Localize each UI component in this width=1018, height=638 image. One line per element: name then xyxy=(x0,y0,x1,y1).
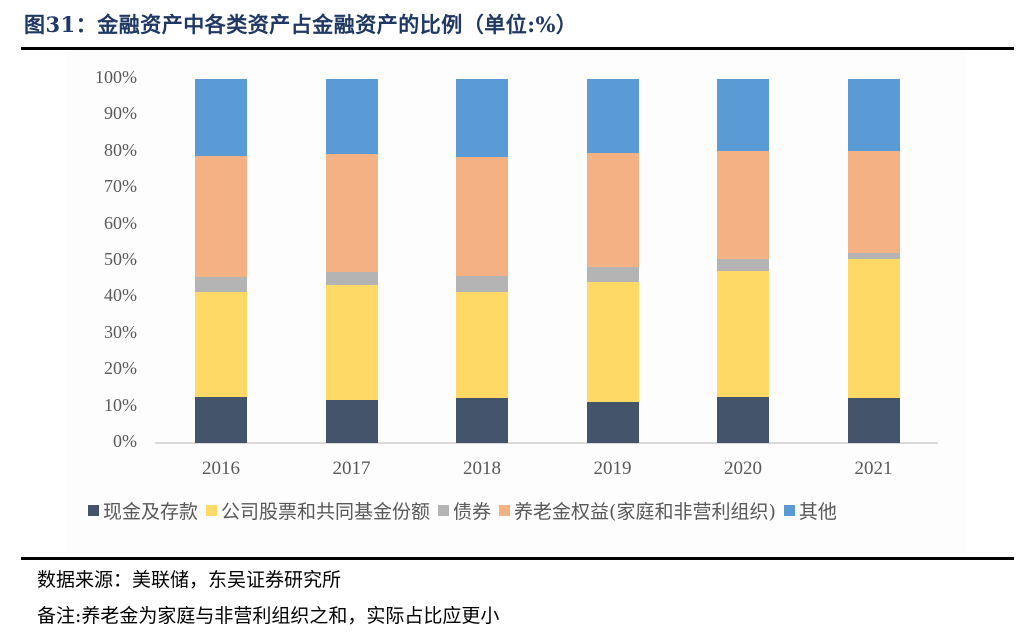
bottom-rule xyxy=(21,557,1014,560)
legend-label: 养老金权益(家庭和非营利组织) xyxy=(514,501,776,523)
legend-item: 公司股票和共同基金份额 xyxy=(206,497,430,524)
y-tick-label: 10% xyxy=(104,394,137,415)
y-tick-label: 70% xyxy=(104,176,137,197)
bar-segment xyxy=(586,79,639,153)
remark-note: 备注:养老金为家庭与非营利组织之和，实际占比应更小 xyxy=(37,605,500,627)
legend-item: 债券 xyxy=(438,497,491,524)
y-tick-label: 80% xyxy=(104,139,137,160)
bar-segment xyxy=(847,151,900,253)
source-note: 数据来源：美联储，东吴证券研究所 xyxy=(37,569,342,591)
bar-segment xyxy=(195,79,247,157)
legend-item: 养老金权益(家庭和非营利组织) xyxy=(499,497,776,524)
bar-segment xyxy=(325,285,378,401)
bar-segment xyxy=(456,79,508,157)
x-tick-label: 2021 xyxy=(854,458,893,479)
y-tick-label: 60% xyxy=(104,212,137,233)
bar-segment xyxy=(195,397,247,443)
bar-segment xyxy=(586,401,639,443)
bar-segment xyxy=(456,156,508,276)
bar-segment xyxy=(847,79,900,152)
bar-segment xyxy=(847,397,900,443)
bar-segment xyxy=(456,275,508,292)
x-tick-label: 2020 xyxy=(724,458,762,479)
bar-segment xyxy=(586,152,639,267)
bar-segment xyxy=(586,266,639,283)
legend-swatch-icon xyxy=(499,505,511,516)
legend-label: 现金及存款 xyxy=(103,501,199,523)
y-tick-label: 40% xyxy=(104,285,137,306)
bar-segment xyxy=(325,153,378,272)
y-tick-label: 100% xyxy=(95,67,137,87)
y-tick-label: 0% xyxy=(113,431,137,451)
legend-label: 其他 xyxy=(798,501,837,523)
bar-segment xyxy=(847,252,900,260)
y-tick-label: 50% xyxy=(104,249,137,269)
legend-item: 其他 xyxy=(783,497,837,524)
bar-segment xyxy=(195,156,247,277)
bar-segment xyxy=(195,277,247,292)
legend-swatch-icon xyxy=(206,505,218,516)
legend-swatch-icon xyxy=(438,505,450,516)
x-tick-label: 2017 xyxy=(332,458,371,479)
bar-segment xyxy=(717,259,769,271)
x-tick-label: 2016 xyxy=(202,458,240,479)
legend-swatch-icon xyxy=(783,505,795,516)
top-rule xyxy=(21,47,1014,50)
bar-segment xyxy=(586,282,639,402)
bar-segment xyxy=(456,397,508,443)
y-tick-label: 90% xyxy=(104,103,137,124)
y-tick-label: 30% xyxy=(104,321,137,342)
bar-segment xyxy=(325,79,378,154)
bar-segment xyxy=(195,291,247,398)
legend: 现金及存款 公司股票和共同基金份额 债券 养老金权益(家庭和非营利组织) 其他 xyxy=(88,497,845,524)
bar-segment xyxy=(325,400,378,443)
legend-label: 债券 xyxy=(453,501,492,523)
bar-segment xyxy=(717,79,769,152)
bar-segment xyxy=(717,270,769,398)
bar-segment xyxy=(717,397,769,443)
x-tick-label: 2018 xyxy=(463,458,501,479)
legend-label: 公司股票和共同基金份额 xyxy=(221,501,431,523)
legend-item: 现金及存款 xyxy=(88,497,198,524)
bar-segment xyxy=(456,291,508,398)
figure-title: 图31：金融资产中各类资产占金融资产的比例（单位:%） xyxy=(24,12,578,37)
bar-segment xyxy=(325,271,378,285)
legend-swatch-icon xyxy=(88,505,99,516)
x-tick-label: 2019 xyxy=(593,458,632,479)
bar-segment xyxy=(847,259,900,398)
y-tick-label: 20% xyxy=(104,358,137,379)
bar-segment xyxy=(717,151,769,260)
x-axis-line xyxy=(155,442,938,444)
